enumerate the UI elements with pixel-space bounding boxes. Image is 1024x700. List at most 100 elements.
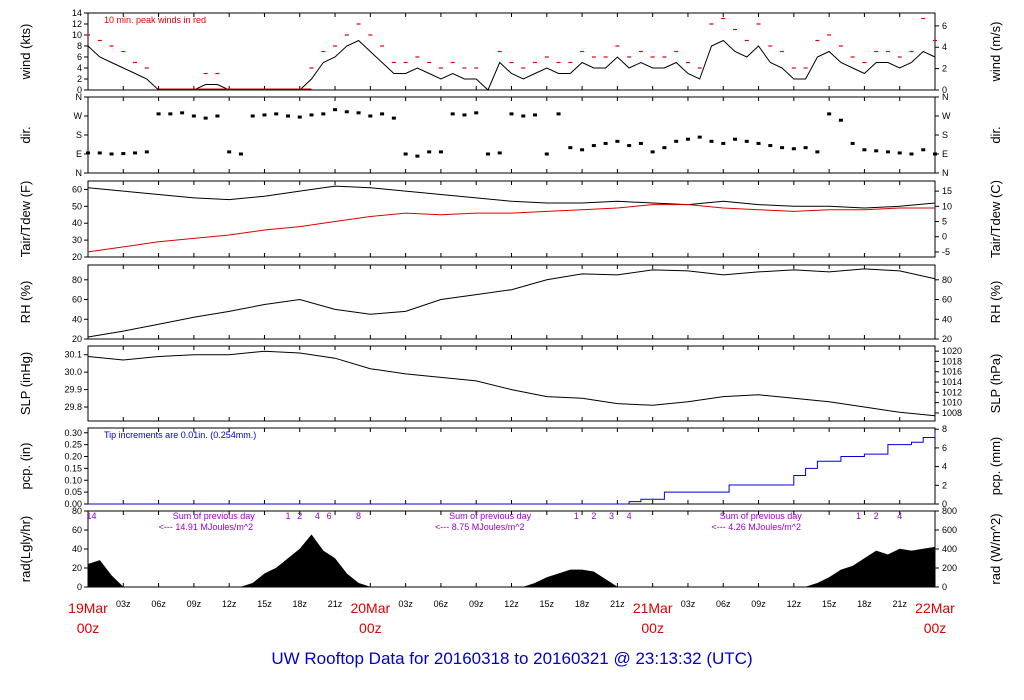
y-tick-label-right: 200 [942, 563, 957, 573]
y-tick-label-left: E [76, 149, 82, 159]
y-tick-label-left: 0.10 [64, 475, 82, 485]
y-tick-label-right: 15 [942, 186, 952, 196]
dir-point [650, 150, 655, 154]
y-tick-label-right: -5 [942, 247, 950, 257]
y-tick-label-left: N [76, 92, 83, 102]
rad-hour-marker: 1 [856, 511, 861, 521]
x-axis: 03z 06z 09z 12z 15z 18z 21z 03z 06z 09z 12z 15z 18z 2… [68, 599, 955, 636]
y-tick-label-left: 29.8 [64, 402, 82, 412]
y-axis-label-right: rad (W/m^2) [988, 513, 1003, 584]
dir-point [427, 150, 432, 154]
y-tick-label-left: 60 [72, 295, 82, 305]
dir-point [897, 151, 902, 155]
x-day-label: 21Mar [633, 600, 673, 616]
rad-hour-marker: 4 [627, 511, 632, 521]
rad-annotation: Sum of previous day [173, 511, 256, 521]
y-tick-label-left: 2 [77, 74, 82, 84]
y-tick-label-right: 5 [942, 217, 947, 227]
y-tick-label-left: 0.25 [64, 440, 82, 450]
pcp-line [88, 432, 936, 505]
rad-hour-marker: 6 [327, 511, 332, 521]
y-tick-label-left: 0.30 [64, 428, 82, 438]
x-tick-label: 12z [504, 599, 519, 609]
dir-point [568, 146, 573, 150]
x-tick-label: 03z [681, 599, 696, 609]
dir-point [238, 152, 243, 156]
dir-point [768, 144, 773, 148]
y-tick-label-left: 0.00 [64, 499, 82, 509]
y-tick-label-left: 14 [72, 8, 82, 18]
x-tick-label: 18z [857, 599, 872, 609]
y-tick-label-right: W [942, 111, 951, 121]
y-tick-label-right: 2 [942, 480, 947, 490]
dir-point [662, 146, 667, 150]
dir-point [391, 116, 396, 120]
y-tick-label-right: 0 [942, 499, 947, 509]
dir-point [921, 148, 926, 152]
y-tick-label-left: 29.9 [64, 385, 82, 395]
dir-point [133, 151, 138, 155]
x-tick-label: 15z [822, 599, 837, 609]
x-day-time-label: 00z [359, 620, 382, 636]
dir-point [168, 112, 173, 116]
dir-point [250, 114, 255, 118]
y-axis-label-left: Tair/Tdew (F) [18, 181, 33, 258]
y-tick-label-right: E [942, 149, 948, 159]
dir-point [685, 137, 690, 141]
dir-point [262, 113, 267, 117]
panel-annotation: Tip increments are 0.01in. (0.254mm.) [104, 430, 256, 440]
y-tick-label-right: 1018 [942, 356, 962, 366]
dir-point [615, 139, 620, 143]
dir-point [709, 139, 714, 143]
rad-annotation: <--- 14.91 MJoules/m^2 [159, 522, 254, 532]
y-axis-label-right: wind (m/s) [988, 22, 1003, 83]
y-axis-label-right: dir. [988, 126, 1003, 143]
x-day-label: 22Mar [915, 600, 955, 616]
x-tick-label: 21z [610, 599, 625, 609]
y-axis-label-right: RH (%) [988, 281, 1003, 324]
y-tick-label-right: 4 [942, 462, 947, 472]
y-axis-label-left: RH (%) [18, 281, 33, 324]
y-axis-label-right: SLP (hPa) [988, 354, 1003, 414]
dir-point [497, 151, 502, 155]
y-tick-label-left: 0.20 [64, 452, 82, 462]
y-tick-label-left: 0.15 [64, 463, 82, 473]
dir-point [909, 152, 914, 156]
dir-point [380, 112, 385, 116]
dir-point [438, 150, 443, 154]
dir-point [309, 113, 314, 117]
dir-point [333, 108, 338, 112]
dir-point [638, 141, 643, 145]
y-axis-label-right: Tair/Tdew (C) [988, 180, 1003, 258]
y-axis-label-left: dir. [18, 126, 33, 143]
y-tick-label-right: 20 [942, 334, 952, 344]
y-tick-label-left: 12 [72, 19, 82, 29]
dir-point [191, 114, 196, 118]
rad-hour-marker: 8 [356, 511, 361, 521]
y-tick-label-left: 0 [77, 85, 82, 95]
x-tick-label: 09z [751, 599, 766, 609]
y-tick-label-left: 6 [77, 52, 82, 62]
y-tick-label-left: 50 [72, 201, 82, 211]
panel-frame [87, 180, 936, 258]
x-tick-label: 09z [469, 599, 484, 609]
panel-dir: dir. dir.N NE ES SW WN N [18, 92, 1003, 178]
series-line-tair [87, 185, 936, 209]
x-tick-label: 21z [328, 599, 343, 609]
y-tick-label-right: 0 [942, 232, 947, 242]
y-tick-label-left: 20 [72, 252, 82, 262]
y-tick-label-right: 1020 [942, 346, 962, 356]
y-tick-label-left: 80 [72, 275, 82, 285]
rad-hour-marker: 14 [87, 511, 97, 521]
y-tick-label-left: 40 [72, 218, 82, 228]
dir-point [285, 114, 290, 118]
dir-point [756, 141, 761, 145]
y-tick-label-right: 800 [942, 506, 957, 516]
y-tick-label-right: 1008 [942, 408, 962, 418]
x-tick-label: 06z [716, 599, 731, 609]
y-tick-label-left: 60 [72, 525, 82, 535]
y-tick-label-right: 1012 [942, 387, 962, 397]
panel-frame [87, 264, 936, 340]
y-tick-label-right: 1014 [942, 377, 962, 387]
